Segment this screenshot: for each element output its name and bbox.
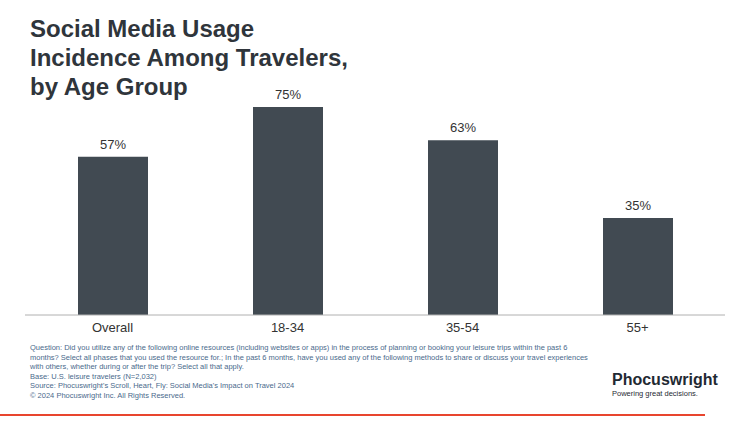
svg-text:75%: 75%: [275, 87, 301, 102]
svg-text:Overall: Overall: [92, 320, 133, 335]
svg-text:63%: 63%: [450, 120, 476, 135]
svg-text:57%: 57%: [100, 137, 126, 152]
svg-text:55+: 55+: [626, 320, 648, 335]
svg-text:35-54: 35-54: [446, 320, 479, 335]
svg-text:35%: 35%: [625, 198, 651, 213]
svg-text:18-34: 18-34: [271, 320, 304, 335]
